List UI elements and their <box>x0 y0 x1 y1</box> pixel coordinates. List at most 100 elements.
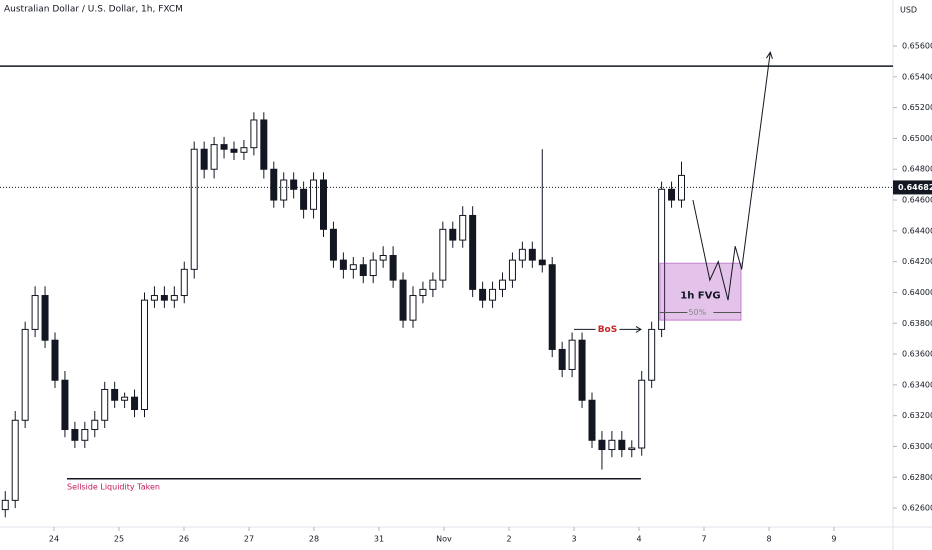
candle-body <box>150 295 158 301</box>
candle-body <box>648 328 656 381</box>
x-tick-label: 24 <box>49 535 59 544</box>
x-tick-label: 25 <box>114 535 124 544</box>
y-tick-label: 0.63400 <box>902 380 932 389</box>
candle-body <box>121 396 129 401</box>
y-tick-label: 0.64400 <box>902 226 932 235</box>
candle-body <box>359 264 367 277</box>
candle-body <box>658 188 666 330</box>
candle-body <box>568 339 576 370</box>
candle-body <box>21 328 29 421</box>
candle-body <box>528 248 536 261</box>
candle-body <box>230 148 238 153</box>
candle-body <box>608 439 616 451</box>
candle-body <box>11 419 19 501</box>
candle-body <box>518 248 526 261</box>
x-tick-label: 2 <box>506 535 511 544</box>
candle-body <box>220 144 228 150</box>
candle-body <box>588 399 596 441</box>
fvg-box <box>659 262 742 321</box>
candle-body <box>101 388 109 421</box>
y-tick-label: 0.62800 <box>902 473 932 482</box>
candle-body <box>260 119 268 170</box>
candle-body <box>668 188 676 201</box>
candle-body <box>240 147 248 153</box>
fvg-mid-label: 50% <box>688 308 706 317</box>
candle-body <box>71 429 79 441</box>
candle-body <box>170 295 178 301</box>
candle-body <box>548 264 556 350</box>
candle-body <box>389 254 397 281</box>
y-tick-label: 0.63800 <box>902 319 932 328</box>
candle-body <box>449 228 457 241</box>
candle-body <box>638 379 646 449</box>
y-tick-label: 0.65400 <box>902 72 932 81</box>
x-tick-label: 3 <box>571 535 576 544</box>
candle-body <box>419 288 427 297</box>
y-tick-label: 0.64800 <box>902 165 932 174</box>
candle-body <box>41 295 49 341</box>
candle-body <box>339 259 347 270</box>
candle-body <box>81 429 89 441</box>
candle-body <box>160 295 168 301</box>
candle-body <box>140 299 148 410</box>
candle-body <box>578 339 586 401</box>
bos-label: BoS <box>598 325 618 335</box>
y-tick-label: 0.63000 <box>902 442 932 451</box>
candle-body <box>349 264 357 270</box>
price-tag-label: 0.64682 <box>898 183 932 192</box>
candle-body <box>1 499 9 511</box>
x-tick-label: 28 <box>309 535 319 544</box>
candle-body <box>131 396 139 410</box>
x-tick-label: 26 <box>179 535 189 544</box>
candle-body <box>329 228 337 261</box>
candle-body <box>439 228 447 281</box>
y-tick-label: 0.65200 <box>902 103 932 112</box>
x-tick-label: 9 <box>831 535 836 544</box>
x-tick-label: 7 <box>701 535 706 544</box>
candle-body <box>61 379 69 431</box>
x-tick-label: 8 <box>766 535 771 544</box>
candle-body <box>369 259 377 277</box>
candle-body <box>51 339 59 381</box>
candle-body <box>538 259 546 266</box>
y-tick-label: 0.64000 <box>902 288 932 297</box>
projection-path <box>692 52 771 301</box>
candle-body <box>290 179 298 190</box>
candle-body <box>190 148 198 270</box>
candle-body <box>409 295 417 321</box>
candle-body <box>300 188 308 210</box>
chart-title: Australian Dollar / U.S. Dollar, 1h, FXC… <box>4 5 183 15</box>
candle-body <box>399 279 407 321</box>
projection-arrowhead <box>766 51 773 60</box>
y-tick-label: 0.64600 <box>902 196 932 205</box>
candle-body <box>319 179 327 230</box>
y-tick-label: 0.64200 <box>902 257 932 266</box>
candle-body <box>180 268 188 297</box>
candle-body <box>498 279 506 290</box>
candle-body <box>628 447 636 451</box>
candle-body <box>379 254 387 261</box>
x-tick-label: 4 <box>636 535 641 544</box>
candle-body <box>111 388 119 401</box>
candle-body <box>598 439 606 451</box>
candle-body <box>469 214 477 290</box>
candle-body <box>280 179 288 201</box>
y-tick-label: 0.62600 <box>902 504 932 513</box>
y-tick-label: 0.63600 <box>902 350 932 359</box>
candle-body <box>479 288 487 301</box>
candle-body <box>429 279 437 290</box>
candle-body <box>210 144 218 170</box>
candle-body <box>310 179 318 210</box>
candle-body <box>508 259 516 281</box>
candle-body <box>558 348 566 370</box>
y-tick-label: 0.63200 <box>902 411 932 420</box>
x-tick-label: 31 <box>374 535 384 544</box>
candle-body <box>91 419 99 431</box>
candle-body <box>459 214 467 241</box>
sellside-label: Sellside Liquidity Taken <box>67 482 160 491</box>
candle-body <box>270 168 278 201</box>
bos-arrowhead <box>635 325 642 333</box>
fvg-label: 1h FVG <box>680 291 720 302</box>
